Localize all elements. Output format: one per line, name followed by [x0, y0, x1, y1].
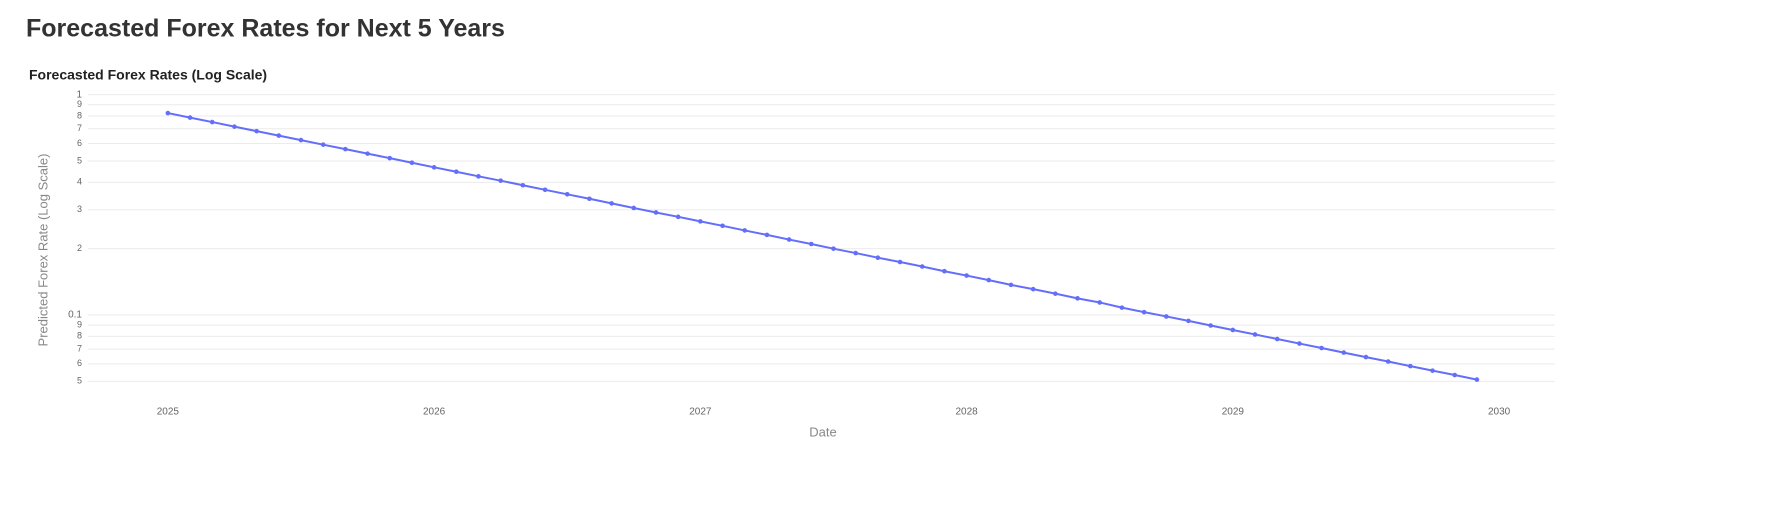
- data-point: [831, 246, 836, 251]
- data-point: [1053, 291, 1058, 296]
- y-tick-label: 8: [77, 110, 82, 120]
- data-point: [653, 210, 659, 215]
- data-point: [1230, 327, 1236, 333]
- data-point: [276, 133, 282, 138]
- data-point: [1297, 341, 1302, 346]
- y-tick-label: 7: [77, 123, 82, 133]
- y-tick-label: 5: [77, 376, 82, 386]
- data-point: [764, 232, 770, 238]
- y-tick-label: 4: [77, 177, 82, 187]
- data-point: [942, 268, 947, 274]
- x-tick-label: 2028: [955, 407, 978, 418]
- data-point: [1408, 363, 1413, 369]
- series-line: [167, 112, 1478, 381]
- y-tick-label: 0.1: [68, 310, 82, 321]
- y-axis-title: Predicted Forex Rate (Log Scale): [35, 154, 50, 347]
- data-point: [720, 223, 725, 229]
- chart-title: Forecasted Forex Rates (Log Scale): [29, 67, 267, 83]
- data-point: [320, 142, 326, 147]
- x-tick-label: 2027: [689, 407, 712, 418]
- data-point: [631, 205, 637, 211]
- y-tick-label: 6: [77, 358, 82, 368]
- x-tick-label: 2029: [1222, 407, 1245, 418]
- y-tick-label: 3: [77, 204, 82, 214]
- y-tick-label: 5: [77, 155, 82, 165]
- y-tick-label: 9: [77, 99, 82, 109]
- data-point: [1319, 345, 1324, 351]
- data-point: [365, 151, 370, 156]
- data-point: [1363, 354, 1369, 360]
- data-point: [609, 201, 614, 206]
- data-point: [1274, 336, 1280, 342]
- x-tick-label: 2025: [157, 407, 180, 418]
- data-point: [1097, 300, 1103, 305]
- data-point: [853, 250, 858, 256]
- data-point: [1030, 286, 1036, 292]
- data-point: [875, 255, 881, 260]
- data-point: [1341, 350, 1347, 355]
- data-point: [964, 273, 969, 278]
- data-point: [1008, 282, 1014, 288]
- data-point: [587, 196, 592, 202]
- data-point: [1385, 359, 1391, 364]
- data-point: [1141, 309, 1147, 315]
- data-point: [476, 174, 481, 179]
- data-point: [387, 155, 393, 161]
- data-point: [298, 137, 304, 143]
- y-tick-label: 6: [77, 138, 82, 148]
- data-point: [165, 110, 171, 116]
- data-point: [1208, 323, 1213, 328]
- data-point: [1474, 377, 1480, 382]
- data-point: [1186, 318, 1191, 324]
- y-tick-label: 8: [77, 331, 82, 341]
- data-point: [1252, 332, 1258, 337]
- y-tick-label: 7: [77, 343, 82, 353]
- data-point: [919, 264, 925, 269]
- data-point: [1075, 296, 1080, 301]
- data-point: [232, 124, 237, 129]
- data-point: [897, 259, 903, 265]
- data-point: [675, 214, 681, 220]
- data-point: [564, 192, 570, 197]
- y-tick-label: 2: [77, 243, 82, 253]
- y-tick-label: 9: [77, 319, 82, 329]
- data-point: [254, 128, 259, 134]
- data-point: [187, 115, 193, 120]
- y-tick-label: 1: [76, 89, 82, 100]
- data-point: [1119, 305, 1125, 310]
- x-tick-label: 2030: [1488, 407, 1511, 418]
- data-point: [986, 277, 992, 283]
- data-point: [209, 119, 215, 125]
- data-point: [808, 241, 814, 247]
- data-point: [520, 182, 526, 188]
- data-point: [431, 165, 437, 170]
- data-point: [343, 146, 348, 152]
- data-point: [742, 228, 748, 233]
- data-point: [498, 178, 503, 183]
- data-point: [786, 237, 792, 242]
- data-point: [1430, 368, 1435, 373]
- x-axis-title: Date: [809, 424, 836, 439]
- data-point: [1452, 372, 1458, 378]
- x-tick-label: 2026: [423, 407, 446, 418]
- page-title: Forecasted Forex Rates for Next 5 Years: [26, 15, 505, 43]
- data-point: [409, 160, 415, 166]
- data-point: [542, 187, 548, 193]
- data-point: [1163, 314, 1169, 319]
- data-point: [454, 169, 459, 175]
- data-point: [698, 219, 703, 224]
